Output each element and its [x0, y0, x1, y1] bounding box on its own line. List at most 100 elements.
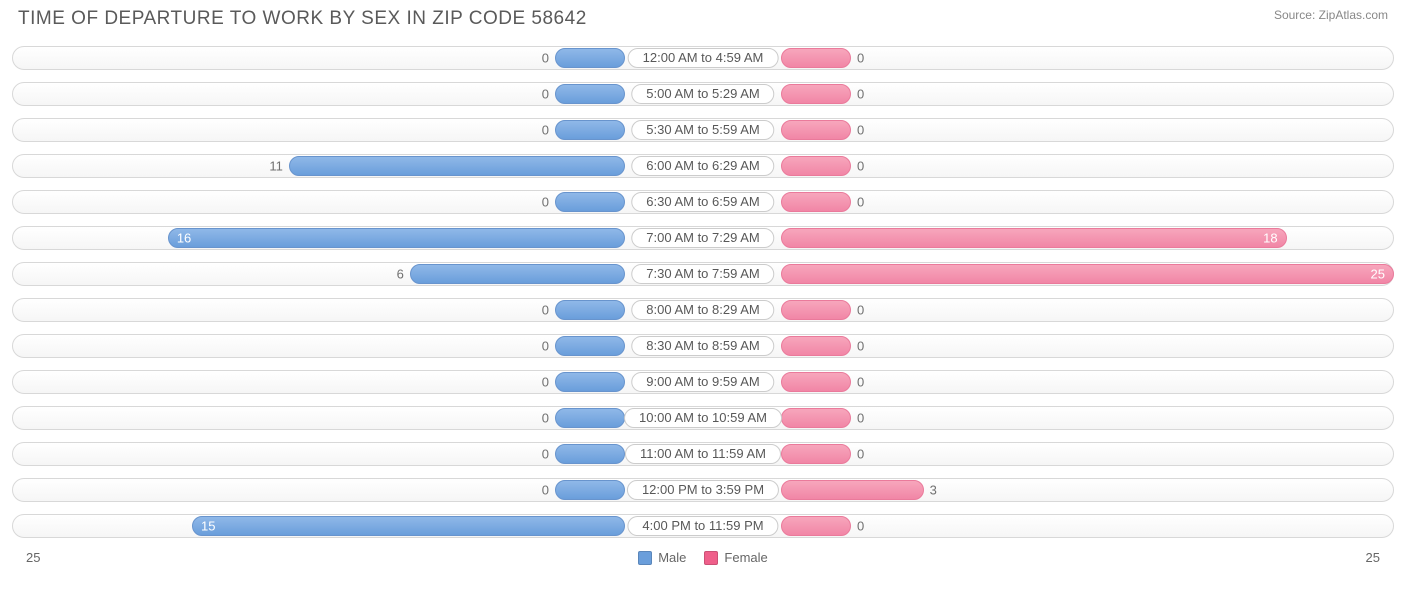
male-half: 0: [12, 364, 703, 400]
male-value: 0: [542, 123, 549, 138]
male-half: 16: [12, 220, 703, 256]
chart-title: TIME OF DEPARTURE TO WORK BY SEX IN ZIP …: [18, 8, 587, 30]
female-bar: [781, 516, 851, 536]
chart-row: 0010:00 AM to 10:59 AM: [12, 400, 1394, 436]
male-bar: [289, 156, 625, 176]
female-half: 0: [703, 364, 1394, 400]
chart-row: 006:30 AM to 6:59 AM: [12, 184, 1394, 220]
chart-row: 16187:00 AM to 7:29 AM: [12, 220, 1394, 256]
male-half: 6: [12, 256, 703, 292]
female-bar: [781, 156, 851, 176]
male-half: 0: [12, 112, 703, 148]
source-label: Source: ZipAtlas.com: [1274, 8, 1388, 22]
time-range-label: 5:30 AM to 5:59 AM: [631, 120, 774, 140]
female-half: 3: [703, 472, 1394, 508]
time-range-label: 10:00 AM to 10:59 AM: [624, 408, 782, 428]
female-bar: [781, 444, 851, 464]
chart-row: 6 25 7:30 AM to 7:59 AM: [12, 256, 1394, 292]
legend-item-female: Female: [704, 550, 767, 565]
male-bar: [555, 192, 625, 212]
male-bar: [555, 84, 625, 104]
male-half: 0: [12, 328, 703, 364]
male-bar: [555, 300, 625, 320]
female-value: 18: [1263, 231, 1277, 246]
female-value: 25: [1371, 267, 1385, 282]
time-range-label: 11:00 AM to 11:59 AM: [625, 444, 781, 464]
legend-label-male: Male: [658, 550, 686, 565]
male-bar: [555, 408, 625, 428]
female-half: 0: [703, 184, 1394, 220]
male-value: 11: [269, 159, 283, 174]
male-value: 0: [542, 483, 549, 498]
male-bar: 16: [168, 228, 625, 248]
female-value: 0: [857, 51, 864, 66]
legend-swatch-male: [638, 551, 652, 565]
male-bar: [555, 444, 625, 464]
female-bar: [781, 336, 851, 356]
female-half: 0: [703, 76, 1394, 112]
male-value: 15: [201, 519, 215, 534]
female-half: 0: [703, 400, 1394, 436]
male-value: 0: [542, 51, 549, 66]
female-half: 25: [703, 256, 1394, 292]
male-half: 0: [12, 76, 703, 112]
male-value: 0: [542, 447, 549, 462]
female-value: 0: [857, 303, 864, 318]
female-half: 0: [703, 328, 1394, 364]
female-bar: 18: [781, 228, 1287, 248]
male-value: 0: [542, 87, 549, 102]
female-value: 0: [857, 375, 864, 390]
female-value: 3: [930, 483, 937, 498]
time-range-label: 8:30 AM to 8:59 AM: [631, 336, 774, 356]
female-bar: [781, 120, 851, 140]
axis-max-left: 25: [26, 550, 40, 565]
time-range-label: 7:30 AM to 7:59 AM: [631, 264, 774, 284]
male-half: 0: [12, 292, 703, 328]
female-bar: [781, 372, 851, 392]
female-value: 0: [857, 519, 864, 534]
male-half: 0: [12, 40, 703, 76]
time-range-label: 9:00 AM to 9:59 AM: [631, 372, 774, 392]
male-half: 0: [12, 400, 703, 436]
time-range-label: 5:00 AM to 5:29 AM: [631, 84, 774, 104]
female-half: 0: [703, 112, 1394, 148]
male-value: 0: [542, 339, 549, 354]
female-value: 0: [857, 123, 864, 138]
female-value: 0: [857, 87, 864, 102]
female-bar: [781, 480, 924, 500]
female-bar: [781, 84, 851, 104]
male-bar: 15: [192, 516, 625, 536]
chart-container: TIME OF DEPARTURE TO WORK BY SEX IN ZIP …: [0, 0, 1406, 595]
female-bar: [781, 192, 851, 212]
chart-row: 0 0 5:30 AM to 5:59 AM: [12, 112, 1394, 148]
male-value: 0: [542, 195, 549, 210]
female-bar: [781, 300, 851, 320]
chart-row: 1504:00 PM to 11:59 PM: [12, 508, 1394, 544]
chart-row: 0312:00 PM to 3:59 PM: [12, 472, 1394, 508]
chart-row: 0 0 9:00 AM to 9:59 AM: [12, 364, 1394, 400]
legend-swatch-female: [704, 551, 718, 565]
chart-row: 0 0 5:00 AM to 5:29 AM: [12, 76, 1394, 112]
chart-row: 008:00 AM to 8:29 AM: [12, 292, 1394, 328]
female-half: 0: [703, 292, 1394, 328]
male-value: 0: [542, 375, 549, 390]
male-half: 0: [12, 472, 703, 508]
male-half: 15: [12, 508, 703, 544]
chart-row: 008:30 AM to 8:59 AM: [12, 328, 1394, 364]
female-value: 0: [857, 447, 864, 462]
legend-item-male: Male: [638, 550, 686, 565]
male-bar: [555, 336, 625, 356]
male-value: 0: [542, 411, 549, 426]
chart-row: 0 0 11:00 AM to 11:59 AM: [12, 436, 1394, 472]
female-bar: 25: [781, 264, 1394, 284]
chart-row: 1106:00 AM to 6:29 AM: [12, 148, 1394, 184]
time-range-label: 8:00 AM to 8:29 AM: [631, 300, 774, 320]
male-bar: [555, 48, 625, 68]
male-bar: [410, 264, 625, 284]
female-bar: [781, 48, 851, 68]
female-half: 0: [703, 148, 1394, 184]
legend-label-female: Female: [724, 550, 767, 565]
male-bar: [555, 372, 625, 392]
male-bar: [555, 480, 625, 500]
male-half: 0: [12, 436, 703, 472]
